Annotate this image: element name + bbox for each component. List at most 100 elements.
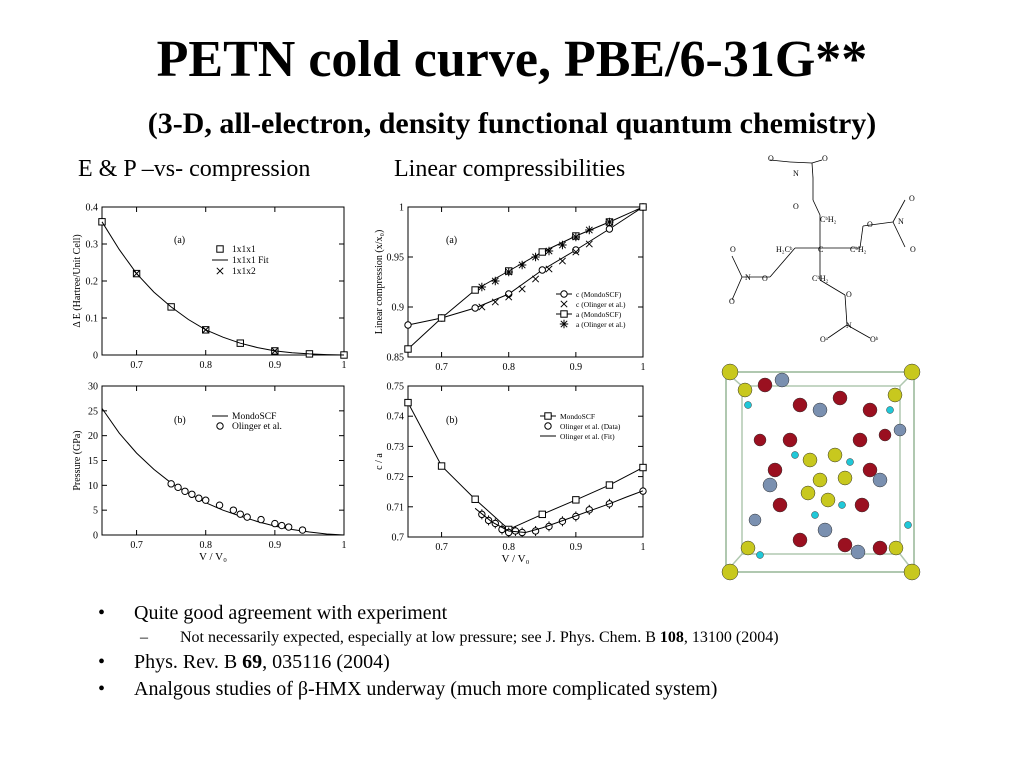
carbon-atom — [800, 485, 816, 501]
oxygen-atom — [753, 433, 767, 447]
legend-label: c (Olinger et al.) — [576, 300, 626, 309]
data-point-circle — [298, 526, 307, 534]
cell-edge-back — [725, 371, 915, 573]
x-tick-label: 0.9 — [269, 540, 282, 551]
oxygen-atom — [792, 532, 808, 548]
data-point-star — [517, 260, 527, 270]
oxygen-atom — [792, 397, 808, 413]
atom-label: CᵇH₂ — [850, 245, 867, 254]
hydrogen-atom — [886, 406, 894, 414]
y-tick-label: 1 — [399, 203, 404, 214]
bullet-text-part: Quite good agreement with experiment — [134, 602, 448, 624]
atom-label: H₂Cᵇ — [776, 245, 793, 254]
atom-label: O — [729, 297, 735, 306]
data-point-circle — [471, 304, 479, 312]
carbon-atom — [737, 382, 753, 398]
panel-label: (b) — [446, 415, 458, 426]
legend-label: MondoSCF — [560, 412, 595, 421]
bullet-marker: • — [98, 651, 106, 673]
bullet-text-part: Phys. Rev. B — [134, 651, 243, 673]
data-point-circle — [236, 510, 244, 518]
chart-panels: 0.7 0.8 0.9 100.10.20.30.4Δ E (Hartree/Unit… — [72, 203, 647, 565]
data-point-cross — [572, 248, 580, 256]
data-point-square — [639, 203, 647, 211]
chart-panel-1: 0.7 0.8 0.9 1 0 0.1 0.2 0.3 0.4 Δ E (Hartree/Unit… — [72, 203, 348, 371]
nitrogen-atom — [774, 372, 790, 388]
data-point-star — [585, 225, 594, 235]
x-tick-label: 0.8 — [199, 540, 212, 551]
oxygen-atom — [854, 497, 870, 513]
x-axis-label: V / V₀ — [199, 551, 227, 563]
data-point-square — [471, 286, 479, 294]
data-point-square — [538, 248, 546, 256]
bullet-text-part: , 035116 (2004) — [262, 651, 390, 673]
x-tick-label: 0.7 — [130, 540, 143, 551]
bullet-text: Analgous studies of β-HMX underway (much… — [134, 676, 717, 703]
legend: c (MondoSCF)c (Olinger et al.)a (MondoSC… — [556, 290, 626, 329]
legend-label: Olinger et al. — [232, 422, 282, 432]
bullet-item: • Analgous studies of β-HMX underway (muc… — [98, 676, 998, 703]
x-tick-label: 0.7 — [130, 360, 143, 371]
data-point-cross — [133, 270, 141, 278]
oxygen-atom — [862, 402, 878, 418]
series-a-olinger-et-al- — [477, 217, 614, 292]
y-tick-label: 0.4 — [86, 203, 99, 214]
data-point-circle — [167, 480, 175, 488]
nitrogen-atom — [817, 522, 833, 538]
carbon-atom — [802, 452, 818, 468]
x-tick-label: 0.7 — [435, 362, 448, 373]
data-point-cross — [532, 275, 540, 283]
carbon-atom — [721, 363, 739, 381]
y-axis-label: Pressure (GPa) — [72, 430, 83, 490]
hydrogen-atom — [744, 401, 752, 409]
carbon-atom — [827, 447, 843, 463]
legend-label: 1x1x2 — [232, 267, 256, 277]
hydrogen-atom — [838, 501, 846, 509]
atom-label: C — [818, 245, 823, 254]
atom-label: O — [822, 154, 828, 163]
bullet-text: Phys. Rev. B 69, 035116 (2004) — [134, 649, 390, 676]
data-point-circle — [243, 513, 251, 521]
data-point-square — [437, 314, 446, 322]
chart-panel-4: 0.7 0.8 0.9 1 0.7 0.71 0.72 0.73 0.74 0.75 c / a V … — [374, 382, 647, 565]
data-point-cross — [545, 265, 553, 273]
oxygen-atom — [782, 432, 798, 448]
y-tick-label: 25 — [88, 406, 98, 417]
x-tick-label: 1 — [342, 360, 347, 371]
data-point-star — [491, 276, 500, 286]
y-axis-label: Δ E (Hartree/Unit Cell) — [72, 234, 83, 327]
hydrogen-atom — [756, 551, 764, 559]
crystal-unit-cell — [721, 363, 921, 581]
data-point-circle — [484, 516, 493, 525]
hydrogen-atom — [904, 521, 912, 529]
data-point-star — [605, 217, 614, 227]
data-point-circle — [404, 321, 412, 329]
carbon-atom — [903, 563, 921, 581]
data-point-cross — [558, 257, 566, 265]
bullet-marker: – — [140, 629, 148, 646]
nitrogen-atom — [812, 402, 828, 418]
nitrogen-atom — [872, 472, 888, 488]
atom-label: O — [762, 274, 768, 283]
atom-label: N — [745, 273, 751, 282]
caption-linear-compressibilities: Linear compressibilities — [394, 156, 626, 182]
atom-label: O — [910, 245, 916, 254]
data-point-square — [605, 481, 614, 489]
atom-label: Oᵃ — [820, 335, 829, 344]
oxygen-atom — [862, 462, 878, 478]
series-line — [407, 402, 644, 530]
bullet-marker: • — [98, 678, 106, 700]
carbon-atom — [721, 563, 739, 581]
series-line — [474, 490, 644, 534]
data-point-circle — [560, 290, 568, 298]
plot-frame — [101, 385, 345, 536]
panel-label: (a) — [446, 235, 457, 246]
x-tick-label: 0.8 — [199, 360, 212, 371]
series-olinger-et-al-data- — [478, 486, 647, 538]
bullet-text-part: 69 — [242, 651, 263, 673]
